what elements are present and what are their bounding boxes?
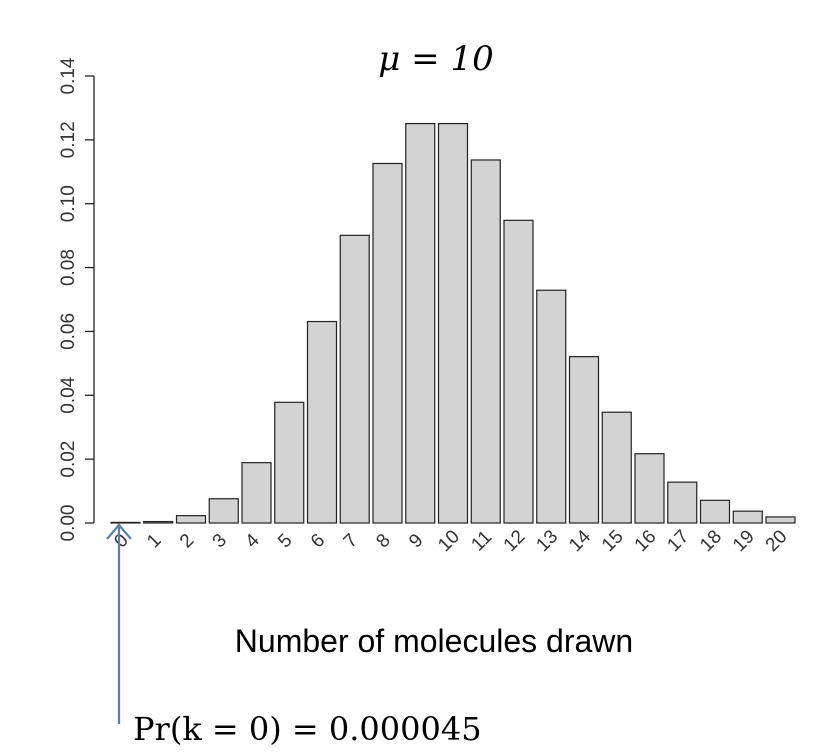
bar-6 [306, 320, 338, 524]
y-tick-label: 0.00 [58, 505, 79, 542]
bars [110, 122, 796, 524]
x-tick-label: 5 [274, 530, 296, 552]
x-tick-label: 16 [631, 526, 661, 556]
x-tick-label: 10 [434, 526, 464, 556]
bar-19 [732, 510, 763, 524]
x-tick-label: 2 [176, 530, 198, 552]
y-tick-label: 0.04 [58, 376, 79, 413]
y-tick-label: 0.10 [58, 185, 79, 222]
y-axis: 0.00 0.02 0.04 0.06 0.08 0.10 0.12 0.14 [58, 57, 95, 542]
x-tick-label: 7 [340, 530, 362, 552]
bar-9 [405, 122, 436, 524]
bar-2 [175, 515, 207, 524]
annotation: Pr(k = 0) = 0.000045 [106, 523, 482, 748]
x-tick-label: 13 [532, 526, 562, 556]
annotation-arrow [106, 523, 132, 724]
y-tick-label: 0.02 [58, 441, 79, 478]
x-tick-label: 17 [663, 526, 693, 556]
bar-13 [536, 289, 567, 524]
bar-16 [634, 453, 665, 524]
x-tick-label: 12 [500, 526, 530, 556]
x-tick-label: 20 [762, 526, 792, 556]
x-tick-label: 8 [372, 530, 394, 552]
bar-17 [667, 481, 698, 524]
y-tick-label: 0.06 [58, 313, 79, 350]
y-tick-label: 0.08 [58, 249, 79, 286]
bar-12 [503, 219, 534, 524]
annotation-text: Pr(k = 0) = 0.000045 [133, 710, 482, 748]
bar-0 [110, 521, 141, 524]
bar-8 [372, 162, 403, 524]
x-axis-title: Number of molecules drawn [235, 623, 633, 659]
y-tick-label: 0.12 [58, 121, 79, 158]
x-tick-label: 4 [241, 530, 264, 553]
bar-7 [339, 234, 370, 524]
chart-title: μ = 10 [378, 39, 493, 79]
x-tick-label: 1 [143, 530, 165, 552]
x-tick-label: 18 [696, 526, 726, 556]
bar-10 [437, 122, 469, 524]
bar-18 [699, 499, 731, 524]
y-tick-label: 0.14 [58, 57, 79, 94]
bar-14 [568, 356, 600, 524]
bar-4 [241, 462, 272, 524]
bar-3 [208, 498, 239, 524]
x-tick-label: 19 [729, 526, 759, 556]
x-tick-label: 15 [598, 526, 628, 556]
x-tick-label: 6 [307, 530, 329, 552]
bar-15 [601, 411, 632, 524]
x-tick-label: 3 [209, 530, 231, 552]
bar-20 [765, 516, 796, 524]
x-tick-label: 14 [565, 526, 595, 556]
bar-5 [274, 401, 305, 524]
x-tick-label: 0 [110, 530, 132, 552]
bar-1 [143, 520, 174, 524]
x-tick-label: 11 [467, 527, 496, 556]
x-axis-tick-labels: 0 1 2 3 4 5 6 7 8 9 10 11 12 13 14 15 16 17 18 19 20 [110, 526, 791, 556]
x-tick-label: 9 [405, 530, 427, 552]
bar-11 [470, 159, 501, 524]
